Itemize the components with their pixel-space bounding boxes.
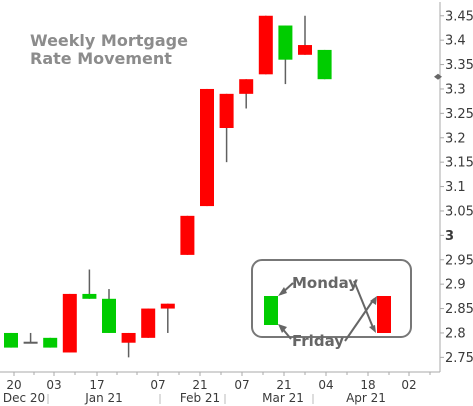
legend-down-candle	[264, 296, 278, 325]
legend-arrowhead-friday-red	[370, 296, 377, 305]
x-tick-label: 17	[89, 378, 104, 392]
x-tick-label: 04	[318, 378, 333, 392]
y-tick-label: 3.4	[445, 34, 466, 49]
current-level-marker	[434, 73, 442, 80]
y-tick-label: 2.9	[445, 278, 466, 293]
y-tick-label: 3.2	[445, 131, 466, 146]
x-tick-label: 07	[150, 378, 165, 392]
y-tick-label: 2.85	[445, 302, 473, 317]
x-tick-label: 20	[6, 378, 21, 392]
y-tick-label: 3.05	[445, 204, 473, 219]
x-tick-label: 21	[276, 378, 291, 392]
legend-up-candle	[377, 296, 391, 333]
y-tick-label: 2.95	[445, 253, 473, 268]
legend-monday-label: Monday	[292, 274, 358, 292]
candle-body	[258, 15, 273, 75]
y-tick-label: 2.75	[445, 351, 473, 366]
candle-body	[200, 88, 214, 207]
month-label: Jan 21	[84, 391, 123, 405]
y-tick-label: 3.1	[445, 180, 466, 195]
candle-body	[82, 293, 97, 299]
candle-body	[102, 298, 116, 333]
x-tick-label: 21	[192, 378, 207, 392]
y-tick-label: 3.25	[445, 107, 473, 122]
x-tick-label: 02	[401, 378, 416, 392]
y-tick-label: 2.8	[445, 326, 466, 341]
candle-body	[278, 25, 293, 60]
month-label: Mar 21	[262, 391, 304, 405]
month-label: Feb 21	[180, 391, 220, 405]
chart-title-line-1: Weekly Mortgage	[30, 31, 188, 50]
candle-body	[43, 337, 58, 348]
candles-layer	[4, 15, 332, 358]
y-tick-label: 3	[445, 229, 454, 244]
legend-frame	[251, 259, 412, 338]
legend-arrowhead-monday-green	[278, 287, 287, 296]
y-tick-label: 3.15	[445, 156, 473, 171]
candle-body	[62, 293, 77, 353]
month-label: Apr 21	[346, 391, 386, 405]
y-tick-label: 3.45	[445, 9, 473, 24]
candle-body	[141, 308, 156, 338]
y-tick-label: 3.35	[445, 58, 473, 73]
candle-body	[180, 215, 195, 255]
legend-friday-label: Friday	[292, 332, 344, 350]
candle-body	[219, 93, 234, 128]
y-tick-label: 3.3	[445, 82, 466, 97]
chart-title-line-2: Rate Movement	[30, 49, 172, 68]
candle-body	[4, 332, 18, 348]
legend-box: Monday Friday	[251, 259, 412, 350]
candle-body	[317, 49, 332, 80]
candle-body	[160, 303, 175, 309]
x-tick-label: 07	[234, 378, 249, 392]
candle-body	[121, 332, 136, 343]
month-label: Dec 20	[3, 391, 45, 405]
x-tick-label: 03	[46, 378, 61, 392]
legend-arrow-friday-to-red	[344, 298, 375, 342]
legend-arrowhead-friday-green	[278, 324, 287, 333]
legend-arrowhead-monday-red	[369, 325, 376, 333]
legend-arrow-monday-to-red	[353, 280, 375, 331]
candle-body	[239, 79, 254, 94]
x-tick-label: 18	[360, 378, 375, 392]
candle-body	[298, 45, 312, 55]
